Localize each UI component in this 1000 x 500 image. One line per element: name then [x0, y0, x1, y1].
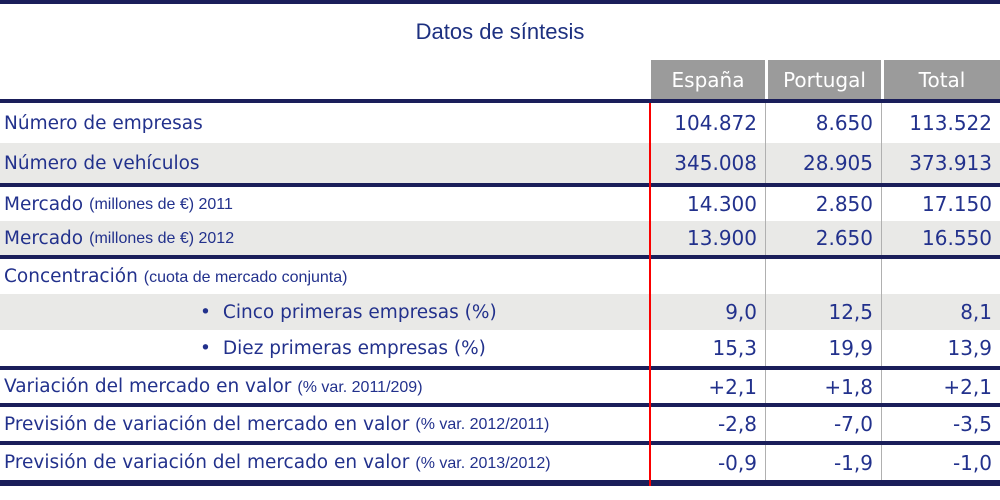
value-cell-total — [881, 259, 1000, 294]
table-header-row: España Portugal Total — [0, 60, 1000, 103]
row-label-text: Cinco primeras empresas (%) — [222, 301, 497, 323]
value-cell-espana: +2,1 — [708, 374, 757, 399]
value-cell-portugal: -7,0 — [765, 407, 881, 441]
row-label-text: Previsión de variación del mercado en va… — [4, 413, 410, 435]
row-label-text: Diez primeras empresas (%) — [222, 337, 486, 359]
row-label-note: (millones de €) 2011 — [89, 196, 233, 213]
value-cell-espana: 345.008 — [674, 151, 757, 175]
page-title: Datos de síntesis — [415, 19, 585, 44]
row-label: Previsión de variación del mercado en va… — [0, 407, 649, 441]
row-label-text: Variación del mercado en valor — [4, 376, 292, 397]
value-cell-espana: 14.300 — [687, 192, 757, 216]
value-cell-total: -3,5 — [881, 407, 1000, 441]
row-label-note: (cuota de mercado conjunta) — [143, 268, 348, 286]
row-label: Variación del mercado en valor (% var. 2… — [0, 370, 649, 403]
table-row-mercado-2011: Mercado (millones de €) 2011 14.300 2.85… — [0, 183, 1000, 221]
value-cell-espana: 15,3 — [712, 336, 757, 360]
row-label: • Cinco primeras empresas (%) — [0, 294, 649, 330]
table-row-variacion: Variación del mercado en valor (% var. 2… — [0, 366, 1000, 403]
row-label-text: Previsión de variación del mercado en va… — [4, 452, 410, 473]
row-label-text: Mercado — [4, 227, 84, 249]
top-rule — [0, 0, 1000, 4]
row-label-text: Número de vehículos — [4, 152, 200, 174]
row-label: Concentración (cuota de mercado conjunta… — [0, 259, 649, 294]
value-cell-espana: 9,0 — [725, 300, 757, 324]
table-row-diez-primeras: • Diez primeras empresas (%) 15,3 19,9 1… — [0, 330, 1000, 366]
row-label-note: (millones de €) 2012 — [89, 230, 235, 247]
bottom-rule — [0, 480, 1000, 486]
value-cell-total: 8,1 — [881, 294, 1000, 330]
value-cell-espana: -2,8 — [717, 412, 757, 436]
summary-table: España Portugal Total Número de empresas… — [0, 60, 1000, 480]
value-cell-espana: 13.900 — [687, 226, 757, 250]
table-row-prevision-2012: Previsión de variación del mercado en va… — [0, 403, 1000, 441]
value-cell-total: 373.913 — [881, 143, 1000, 183]
column-header-espana: España — [651, 60, 765, 99]
row-label-text: Mercado — [4, 193, 84, 215]
value-cell-total: +2,1 — [881, 370, 1000, 403]
row-label: Mercado (millones de €) 2012 — [0, 221, 649, 255]
table-row-concentracion: Concentración (cuota de mercado conjunta… — [0, 255, 1000, 294]
value-cell-portugal: 8.650 — [765, 103, 881, 143]
row-label: Mercado (millones de €) 2011 — [0, 187, 649, 221]
value-cell-portugal: -1,9 — [765, 445, 881, 480]
header-spacer — [0, 60, 649, 99]
value-cell-espana — [649, 259, 765, 294]
bullet-icon: • — [200, 301, 211, 323]
row-label: Número de vehículos — [0, 143, 649, 183]
table-row-mercado-2012: Mercado (millones de €) 2012 13.900 2.65… — [0, 221, 1000, 255]
row-label: Previsión de variación del mercado en va… — [0, 445, 649, 480]
column-header-portugal: Portugal — [768, 60, 881, 99]
value-cell-portugal — [765, 259, 881, 294]
row-label-text: Concentración — [4, 266, 138, 287]
bullet-icon: • — [200, 337, 211, 359]
value-cell-portugal: 12,5 — [765, 294, 881, 330]
value-cell-portugal: 19,9 — [765, 330, 881, 366]
value-cell-espana: 104.872 — [674, 111, 757, 135]
espana-column-red-rule — [649, 103, 651, 486]
row-label-note: (% var. 2011/209) — [297, 378, 423, 396]
value-cell-espana: -0,9 — [717, 450, 757, 475]
row-label: Número de empresas — [0, 103, 649, 143]
row-label-text: Número de empresas — [4, 112, 203, 134]
table-row-prevision-2013: Previsión de variación del mercado en va… — [0, 441, 1000, 480]
value-cell-total: 16.550 — [881, 221, 1000, 255]
table-row-vehiculos: Número de vehículos 345.008 28.905 373.9… — [0, 143, 1000, 183]
value-cell-total: 17.150 — [881, 187, 1000, 221]
row-label-note: (% var. 2013/2012) — [415, 454, 551, 472]
value-cell-portugal: +1,8 — [765, 370, 881, 403]
row-label: • Diez primeras empresas (%) — [0, 330, 649, 366]
table-row-empresas: Número de empresas 104.872 8.650 113.522 — [0, 103, 1000, 143]
value-cell-total: -1,0 — [881, 445, 1000, 480]
value-cell-portugal: 2.650 — [765, 221, 881, 255]
column-header-total: Total — [884, 60, 1000, 99]
value-cell-portugal: 28.905 — [765, 143, 881, 183]
table-row-cinco-primeras: • Cinco primeras empresas (%) 9,0 12,5 8… — [0, 294, 1000, 330]
value-cell-portugal: 2.850 — [765, 187, 881, 221]
value-cell-total: 113.522 — [881, 103, 1000, 143]
value-cell-total: 13,9 — [881, 330, 1000, 366]
row-label-note: (% var. 2012/2011) — [415, 416, 550, 433]
